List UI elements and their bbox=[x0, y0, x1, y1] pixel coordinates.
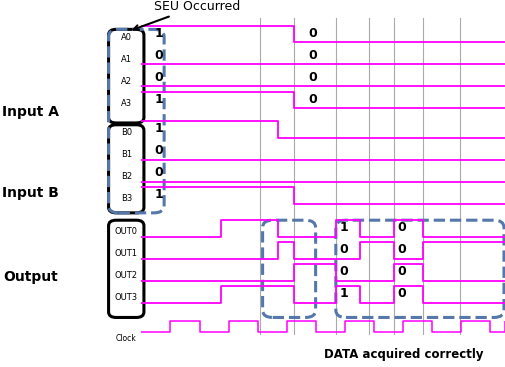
Text: B1: B1 bbox=[121, 150, 132, 159]
Text: 0: 0 bbox=[154, 71, 163, 84]
Text: B3: B3 bbox=[121, 194, 132, 203]
Text: B2: B2 bbox=[121, 172, 132, 181]
Text: DATA acquired correctly: DATA acquired correctly bbox=[324, 349, 484, 361]
Text: Clock: Clock bbox=[116, 334, 137, 343]
Text: Input A: Input A bbox=[2, 105, 59, 119]
Text: OUT2: OUT2 bbox=[115, 271, 138, 280]
Text: 0: 0 bbox=[398, 265, 407, 278]
Text: A1: A1 bbox=[121, 55, 132, 64]
Text: OUT1: OUT1 bbox=[115, 249, 138, 258]
Text: 0: 0 bbox=[339, 265, 348, 278]
Text: 1: 1 bbox=[339, 221, 348, 234]
Text: 0: 0 bbox=[309, 71, 318, 84]
Text: 0: 0 bbox=[154, 49, 163, 62]
Text: 1: 1 bbox=[339, 287, 348, 300]
Text: 1: 1 bbox=[154, 188, 163, 201]
Text: 0: 0 bbox=[309, 49, 318, 62]
Text: SEU Occurred: SEU Occurred bbox=[134, 0, 240, 30]
Text: 0: 0 bbox=[154, 144, 163, 157]
Text: 1: 1 bbox=[154, 122, 163, 135]
Text: OUT3: OUT3 bbox=[115, 293, 138, 302]
Text: 0: 0 bbox=[398, 287, 407, 300]
Text: 0: 0 bbox=[309, 93, 318, 106]
Text: 0: 0 bbox=[154, 166, 163, 179]
Text: 0: 0 bbox=[309, 27, 318, 40]
Text: 0: 0 bbox=[398, 243, 407, 256]
Text: Input B: Input B bbox=[2, 186, 59, 200]
Text: A3: A3 bbox=[121, 99, 132, 108]
Text: 0: 0 bbox=[398, 221, 407, 234]
Text: B0: B0 bbox=[121, 128, 132, 137]
Text: Output: Output bbox=[3, 270, 58, 284]
Text: 0: 0 bbox=[339, 243, 348, 256]
Text: 1: 1 bbox=[154, 93, 163, 106]
Text: A0: A0 bbox=[121, 33, 132, 42]
Text: OUT0: OUT0 bbox=[115, 227, 138, 236]
Text: A2: A2 bbox=[121, 77, 132, 86]
Text: 1: 1 bbox=[154, 27, 163, 40]
